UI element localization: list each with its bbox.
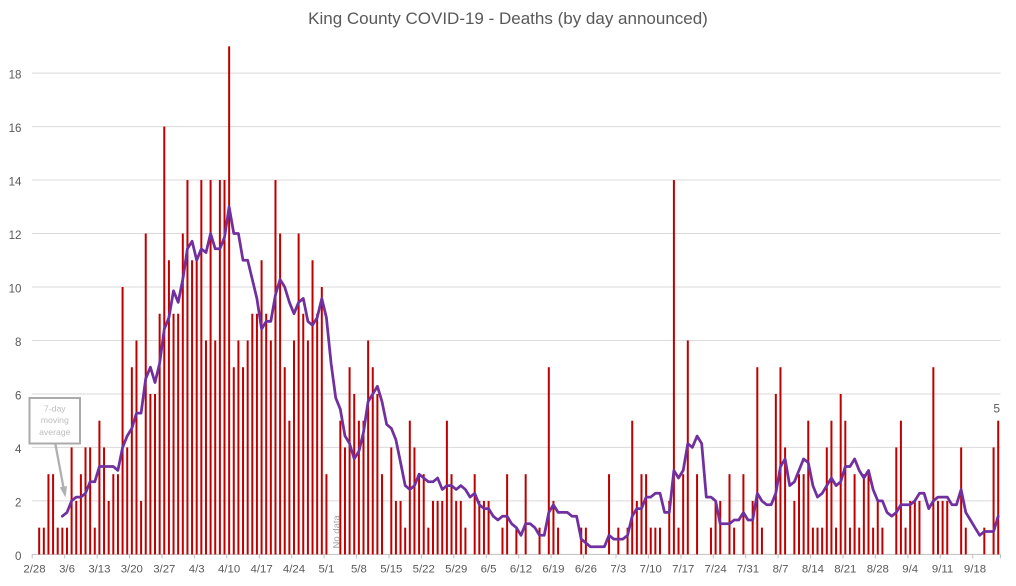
svg-text:7-day: 7-day <box>44 404 66 414</box>
svg-text:4/24: 4/24 <box>283 564 305 576</box>
svg-text:8/7: 8/7 <box>773 564 789 576</box>
svg-text:9/4: 9/4 <box>902 564 918 576</box>
svg-text:5/8: 5/8 <box>351 564 367 576</box>
svg-text:8/28: 8/28 <box>867 564 889 576</box>
svg-text:7/31: 7/31 <box>737 564 759 576</box>
svg-text:6: 6 <box>15 390 21 403</box>
svg-text:5/29: 5/29 <box>445 564 467 576</box>
svg-text:8: 8 <box>15 336 21 349</box>
svg-text:5/1: 5/1 <box>318 564 334 576</box>
svg-text:12: 12 <box>9 229 22 242</box>
svg-text:moving: moving <box>41 415 69 425</box>
svg-text:18: 18 <box>9 69 22 82</box>
svg-text:5/22: 5/22 <box>413 564 435 576</box>
svg-text:3/6: 3/6 <box>59 564 75 576</box>
svg-text:6/12: 6/12 <box>510 564 532 576</box>
svg-text:No data: No data <box>331 515 342 549</box>
svg-text:9/11: 9/11 <box>932 564 953 576</box>
svg-text:16: 16 <box>9 122 22 135</box>
svg-text:6/19: 6/19 <box>542 564 564 576</box>
svg-text:4: 4 <box>15 443 22 456</box>
svg-text:7/24: 7/24 <box>705 564 727 576</box>
svg-text:3/13: 3/13 <box>88 564 110 576</box>
svg-text:6/26: 6/26 <box>575 564 597 576</box>
svg-text:average: average <box>39 427 71 437</box>
svg-text:8/14: 8/14 <box>802 564 824 576</box>
svg-text:7/3: 7/3 <box>610 564 626 576</box>
svg-text:2/28: 2/28 <box>23 564 45 576</box>
svg-text:3/27: 3/27 <box>153 564 175 576</box>
svg-text:4/3: 4/3 <box>189 564 205 576</box>
svg-text:5: 5 <box>993 402 1000 416</box>
svg-text:10: 10 <box>9 283 22 296</box>
svg-text:9/18: 9/18 <box>964 564 986 576</box>
svg-text:5/15: 5/15 <box>380 564 402 576</box>
svg-text:4/17: 4/17 <box>251 564 273 576</box>
svg-text:2: 2 <box>15 496 21 509</box>
svg-text:3/20: 3/20 <box>121 564 143 576</box>
svg-text:0: 0 <box>15 550 21 563</box>
svg-text:14: 14 <box>9 176 22 189</box>
svg-text:7/17: 7/17 <box>672 564 694 576</box>
svg-text:4/10: 4/10 <box>218 564 240 576</box>
svg-text:6/5: 6/5 <box>481 564 497 576</box>
svg-text:7/10: 7/10 <box>640 564 662 576</box>
svg-text:8/21: 8/21 <box>834 564 856 576</box>
